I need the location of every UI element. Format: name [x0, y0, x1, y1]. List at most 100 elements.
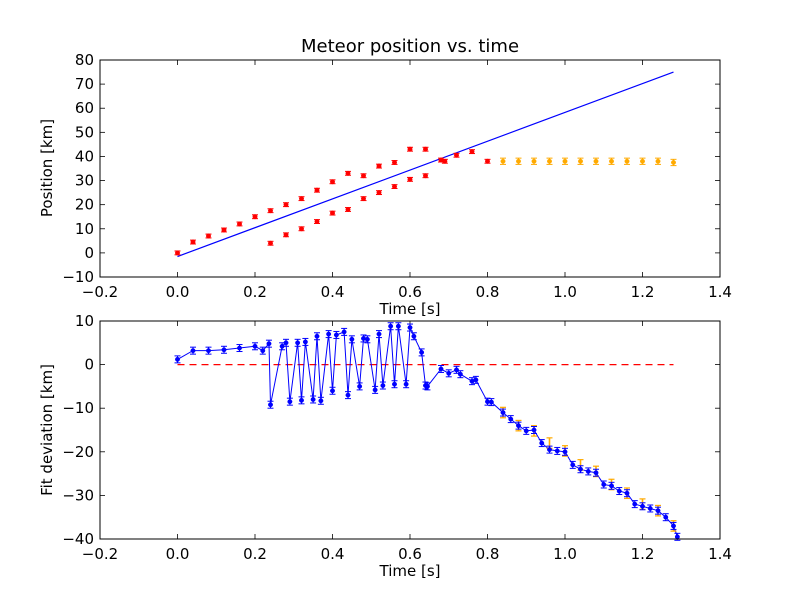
position-data-point — [236, 221, 243, 227]
x-tick-label: 0.4 — [321, 545, 345, 563]
data-point — [624, 490, 630, 496]
data-point — [578, 466, 583, 472]
position-data-point — [422, 146, 429, 152]
data-point — [314, 333, 320, 339]
data-point — [299, 397, 304, 403]
data-point — [330, 210, 335, 216]
data-point — [345, 207, 351, 212]
position-data-point — [515, 157, 522, 165]
fit-deviation-plot-area: −0.2 0.0 0.2 0.4 0.6 0.8 1.0 1.2 1.4 −40 −30 −20 −10… — [62, 312, 732, 563]
data-point — [663, 514, 669, 520]
deviation-data-point — [174, 355, 181, 364]
position-data-point — [469, 149, 475, 155]
deviation-data-point — [395, 322, 402, 331]
deviation-data-point — [267, 400, 274, 409]
data-point — [341, 329, 347, 335]
fit-deviation-chart-xlabel: Time [s] — [379, 562, 441, 580]
data-point — [314, 187, 320, 193]
data-point — [601, 482, 607, 487]
data-point — [206, 233, 211, 239]
data-point — [547, 447, 552, 453]
position-data-point — [453, 152, 460, 158]
x-tick-label: 0.6 — [398, 545, 422, 563]
data-point — [562, 158, 568, 164]
deviation-data-point — [507, 415, 514, 424]
deviation-data-point — [593, 468, 599, 477]
position-data-point — [329, 179, 336, 185]
data-point — [364, 336, 370, 342]
y-tick-label: 30 — [75, 172, 94, 190]
x-tick-label: 1.2 — [631, 283, 655, 301]
data-point — [310, 397, 316, 402]
fit-deviation-chart-ylabel: Fit deviation [km] — [38, 364, 56, 496]
data-point — [508, 416, 514, 422]
data-point — [423, 173, 428, 179]
data-point — [268, 240, 273, 246]
data-point — [392, 160, 397, 165]
data-point — [175, 250, 180, 256]
data-point — [302, 339, 308, 345]
position-data-point — [298, 196, 305, 202]
position-plot-area: −0.2 0.0 0.2 0.4 0.6 0.8 1.0 1.2 1.4 −10 0 10 20 30 40… — [62, 51, 732, 301]
position-data-point — [531, 157, 537, 165]
data-point — [260, 348, 266, 354]
data-point — [424, 383, 430, 389]
deviation-data-point — [364, 335, 371, 344]
data-point — [287, 399, 293, 405]
deviation-data-point — [190, 346, 196, 355]
deviation-data-point — [639, 502, 646, 511]
data-point — [388, 323, 394, 329]
data-point — [632, 501, 638, 507]
y-tick-label: −40 — [62, 530, 94, 548]
data-point — [454, 152, 459, 158]
data-point — [442, 158, 448, 164]
x-tick-label: 0.0 — [166, 545, 190, 563]
plot-frame — [99, 320, 721, 540]
x-tick-label: 1.0 — [553, 545, 577, 563]
data-point — [190, 239, 196, 245]
deviation-data-point — [562, 447, 568, 456]
deviation-data-point — [424, 382, 431, 391]
x-tick-label: 0.2 — [243, 283, 267, 301]
position-data-point — [267, 240, 274, 246]
deviation-data-point — [236, 344, 243, 353]
data-point — [392, 184, 397, 190]
data-point — [407, 325, 413, 330]
data-point — [516, 423, 521, 429]
deviation-data-point — [662, 513, 669, 522]
fit-line — [177, 71, 674, 258]
deviation-data-point — [600, 480, 607, 489]
deviation-data-point — [469, 377, 475, 386]
deviation-data-point — [670, 521, 677, 530]
y-tick-label: 20 — [75, 196, 94, 214]
data-point — [423, 146, 428, 152]
deviation-data-point — [345, 391, 351, 400]
deviation-data-point — [554, 446, 561, 455]
data-point — [175, 356, 180, 362]
x-tick-label: 1.2 — [631, 545, 655, 563]
position-data-point — [624, 157, 630, 165]
data-point — [266, 341, 272, 347]
y-tick-label: 10 — [75, 220, 94, 238]
position-data-point — [252, 214, 258, 220]
deviation-data-point — [356, 382, 363, 391]
data-point — [531, 158, 537, 164]
deviation-data-point — [445, 369, 452, 378]
position-data-point — [608, 157, 615, 165]
deviation-data-point — [298, 396, 305, 405]
position-chart-xlabel: Time [s] — [379, 300, 441, 318]
y-tick-label: 50 — [75, 123, 94, 141]
data-point — [500, 158, 506, 164]
deviation-data-point — [608, 481, 615, 490]
data-point — [361, 196, 366, 202]
x-tick-label: 0.8 — [476, 283, 500, 301]
data-point — [438, 366, 444, 372]
data-point — [671, 523, 676, 529]
deviation-data-point — [372, 385, 379, 394]
position-data-point — [360, 173, 367, 179]
deviation-data-point — [631, 500, 638, 509]
deviation-data-point — [472, 375, 479, 384]
deviation-data-point — [418, 348, 425, 357]
data-point — [392, 381, 397, 387]
